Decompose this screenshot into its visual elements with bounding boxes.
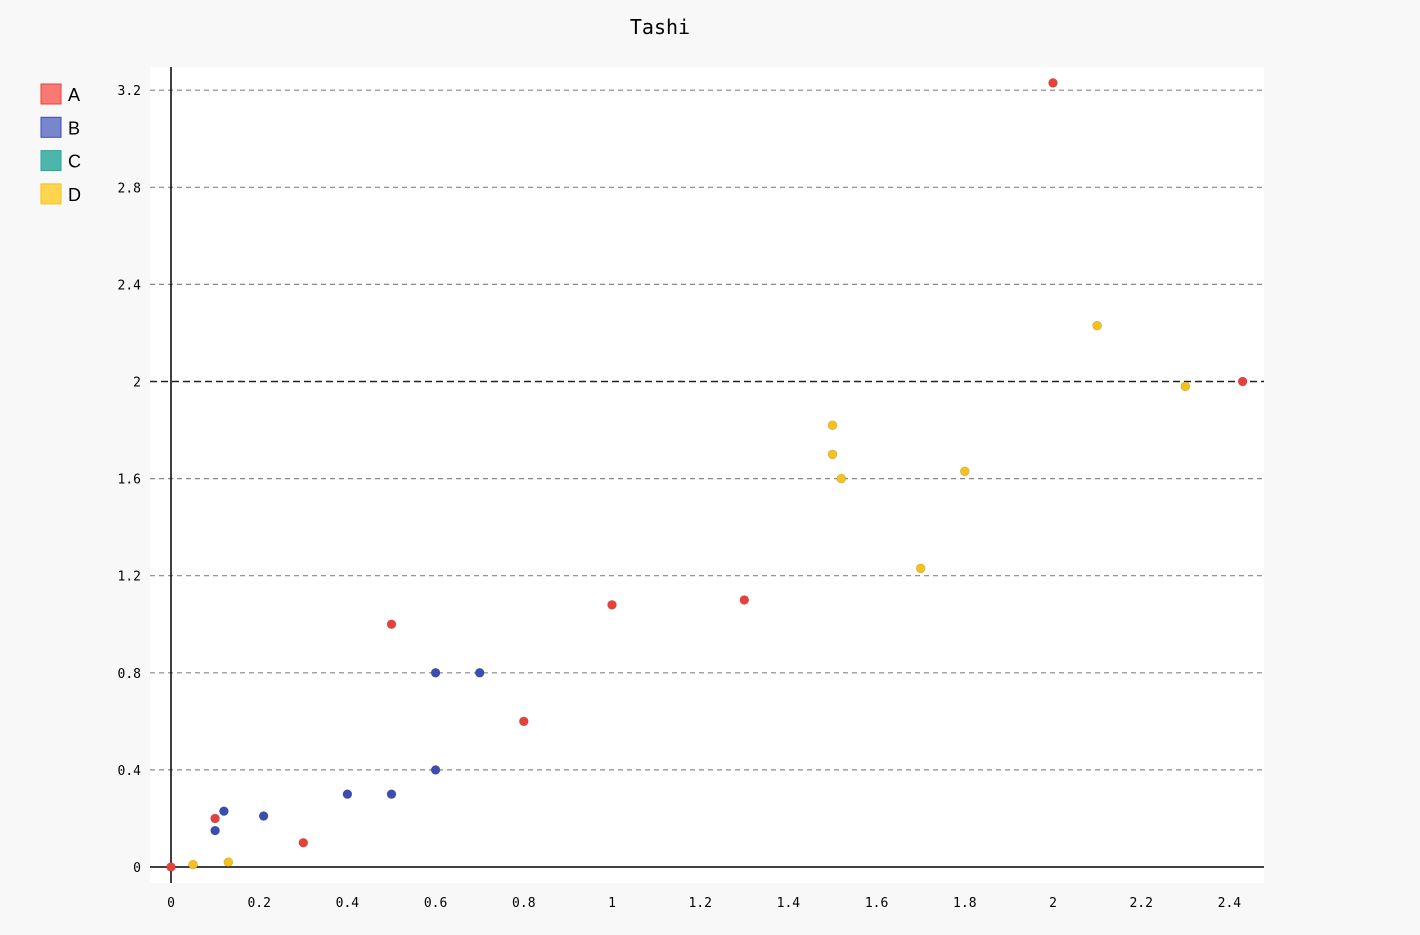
legend-swatch bbox=[40, 83, 62, 105]
x-tick-label: 1.4 bbox=[777, 896, 801, 911]
point-b bbox=[219, 806, 229, 816]
legend-item-c[interactable]: C bbox=[40, 150, 81, 172]
point-d bbox=[915, 563, 926, 574]
tick-labels: 0 0.2 0.4 0.6 0.8 1 1.2 1.4 1.6 1.8 2 2.2 2.4 0 0.4 0.8… bbox=[118, 84, 1242, 911]
point-d bbox=[188, 859, 198, 870]
point-a bbox=[739, 595, 750, 605]
x-tick-label: 1 bbox=[608, 896, 616, 911]
point-d bbox=[827, 449, 838, 460]
y-tick-label: 2.4 bbox=[118, 278, 142, 293]
point-d bbox=[1092, 320, 1102, 331]
y-tick-label: 0 bbox=[133, 861, 141, 876]
point-d bbox=[836, 473, 847, 484]
point-a bbox=[607, 600, 617, 610]
point-b bbox=[430, 765, 441, 775]
data-points bbox=[166, 78, 1248, 872]
plot-area bbox=[150, 67, 1264, 883]
x-tick-label: 0.6 bbox=[424, 896, 447, 911]
x-tick-label: 1.2 bbox=[688, 896, 711, 911]
legend-label: B bbox=[68, 118, 80, 138]
legend-swatch bbox=[40, 116, 62, 138]
legend-label: C bbox=[68, 152, 81, 172]
point-d bbox=[959, 466, 970, 477]
legend-label: D bbox=[68, 185, 81, 205]
y-tick-label: 0.8 bbox=[118, 667, 141, 682]
point-b bbox=[386, 789, 397, 799]
x-tick-label: 1.6 bbox=[865, 896, 888, 911]
point-a bbox=[298, 837, 309, 848]
legend-item-b[interactable]: B bbox=[40, 116, 80, 138]
point-a bbox=[166, 862, 176, 872]
grid-lines bbox=[150, 89, 1264, 771]
x-tick-label: 1.8 bbox=[953, 896, 976, 911]
y-tick-label: 0.4 bbox=[118, 764, 142, 779]
y-tick-label: 1.6 bbox=[118, 473, 141, 488]
x-tick-label: 0.4 bbox=[336, 896, 360, 911]
point-d bbox=[827, 420, 838, 430]
y-tick-label: 2.8 bbox=[118, 181, 141, 196]
y-tick-label: 3.2 bbox=[118, 84, 141, 99]
y-tick-label: 2 bbox=[133, 376, 141, 391]
point-a bbox=[1237, 376, 1248, 387]
legend-item-a[interactable]: A bbox=[40, 83, 80, 105]
point-a bbox=[518, 716, 529, 727]
point-b bbox=[258, 811, 269, 821]
legend-item-d[interactable]: D bbox=[40, 183, 81, 205]
point-d bbox=[1180, 381, 1191, 392]
point-b bbox=[342, 789, 353, 799]
chart-title: Tashi bbox=[630, 15, 690, 39]
point-a bbox=[1048, 78, 1058, 88]
x-tick-label: 0.8 bbox=[512, 896, 535, 911]
axes bbox=[150, 67, 1264, 883]
legend-label: A bbox=[68, 85, 80, 105]
y-tick-label: 1.2 bbox=[118, 570, 141, 585]
point-b bbox=[474, 667, 485, 678]
x-tick-label: 2 bbox=[1049, 896, 1057, 911]
point-b bbox=[430, 667, 441, 678]
legend-swatch bbox=[40, 150, 62, 172]
x-tick-label: 0.2 bbox=[247, 896, 270, 911]
point-d bbox=[223, 857, 234, 867]
x-tick-label: 2.4 bbox=[1218, 896, 1242, 911]
point-b bbox=[210, 825, 220, 836]
x-tick-label: 2.2 bbox=[1129, 896, 1152, 911]
x-tick-label: 0 bbox=[167, 896, 175, 911]
legend-swatch bbox=[40, 183, 62, 205]
point-a bbox=[210, 813, 220, 824]
point-a bbox=[386, 619, 397, 630]
